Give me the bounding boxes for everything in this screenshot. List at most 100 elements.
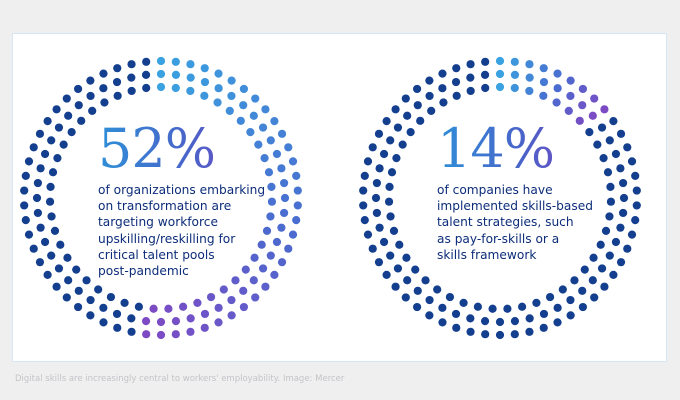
base-dot — [413, 286, 422, 295]
highlight-dot — [495, 82, 505, 92]
image-caption: Digital skills are increasingly central … — [15, 374, 345, 384]
base-dot — [438, 303, 447, 312]
base-dot — [24, 230, 34, 239]
base-dot — [570, 276, 579, 285]
base-dot — [413, 101, 422, 110]
base-dot — [32, 193, 42, 203]
base-dot — [632, 186, 641, 195]
base-dot — [609, 117, 618, 126]
base-dot — [386, 212, 395, 221]
base-dot — [86, 295, 95, 305]
highlight-dot — [552, 98, 561, 107]
base-dot — [56, 240, 65, 249]
base-dot — [539, 309, 549, 319]
highlight-dot — [219, 285, 228, 294]
base-dot — [74, 286, 83, 295]
base-dot — [48, 168, 58, 177]
base-dot — [406, 128, 415, 137]
base-dot — [597, 123, 607, 132]
highlight-dot — [164, 304, 173, 313]
base-dot — [106, 292, 116, 302]
base-dot — [631, 216, 640, 225]
base-dot — [589, 253, 598, 262]
base-dot — [545, 292, 555, 302]
base-dot — [553, 303, 562, 312]
highlight-dot — [254, 140, 263, 149]
base-dot — [40, 237, 50, 247]
base-dot — [46, 182, 55, 191]
base-dot — [368, 143, 377, 152]
base-dot — [623, 244, 632, 253]
base-dot — [532, 298, 541, 307]
base-dot — [52, 282, 61, 291]
base-dot — [120, 298, 129, 307]
base-dot — [553, 318, 562, 327]
highlight-dot — [141, 317, 151, 326]
base-dot — [601, 226, 611, 235]
base-dot — [616, 164, 625, 173]
base-dot — [47, 136, 56, 145]
highlight-dot — [186, 314, 195, 323]
highlight-dot — [227, 91, 236, 101]
base-dot — [134, 302, 143, 311]
base-dot — [466, 327, 475, 336]
highlight-dot — [280, 193, 290, 203]
highlight-dot — [266, 251, 275, 260]
highlight-dot — [227, 311, 236, 320]
highlight-dot — [539, 64, 548, 73]
base-dot — [127, 73, 136, 82]
base-dot — [375, 164, 384, 173]
highlight-dot — [539, 91, 548, 100]
base-dot — [99, 69, 108, 78]
base-dot — [593, 140, 602, 149]
base-dot — [495, 330, 505, 340]
base-dot — [510, 317, 520, 326]
highlight-dot — [239, 302, 249, 312]
base-dot — [43, 270, 52, 279]
highlight-dot — [200, 77, 210, 87]
highlight-dot — [288, 157, 298, 166]
base-dot — [363, 230, 373, 239]
highlight-dot — [261, 105, 270, 114]
highlight-dot — [272, 237, 282, 247]
base-dot — [363, 157, 373, 166]
highlight-dot — [261, 282, 270, 291]
base-dot — [54, 123, 64, 132]
stat-block-organizations: 52% of organizations embarking on transf… — [98, 122, 265, 279]
base-dot — [452, 64, 461, 73]
base-dot — [619, 178, 628, 188]
highlight-dot — [186, 327, 195, 336]
base-dot — [384, 197, 394, 206]
base-dot — [412, 84, 422, 94]
stat-percentage: 52% — [98, 122, 265, 176]
base-dot — [585, 128, 594, 137]
base-dot — [72, 265, 81, 274]
base-dot — [73, 84, 83, 94]
base-dot — [386, 136, 395, 145]
base-dot — [401, 94, 410, 103]
base-dot — [50, 226, 60, 235]
highlight-dot — [156, 317, 166, 327]
base-dot — [539, 323, 548, 332]
highlight-dot — [231, 276, 240, 285]
highlight-dot — [156, 69, 166, 79]
highlight-dot — [214, 318, 223, 327]
base-dot — [112, 77, 122, 87]
base-dot — [73, 302, 83, 312]
highlight-dot — [206, 292, 216, 302]
highlight-dot — [251, 293, 260, 302]
base-dot — [359, 201, 368, 210]
highlight-dot — [171, 317, 181, 326]
base-dot — [451, 309, 461, 319]
base-dot — [99, 318, 108, 327]
base-dot — [142, 57, 151, 66]
base-dot — [452, 91, 461, 100]
highlight-dot — [156, 56, 166, 66]
base-dot — [596, 240, 605, 249]
base-dot — [86, 311, 95, 320]
base-dot — [605, 251, 614, 260]
base-dot — [600, 282, 609, 291]
base-dot — [372, 178, 381, 188]
base-dot — [88, 106, 97, 115]
highlight-dot — [251, 94, 260, 103]
